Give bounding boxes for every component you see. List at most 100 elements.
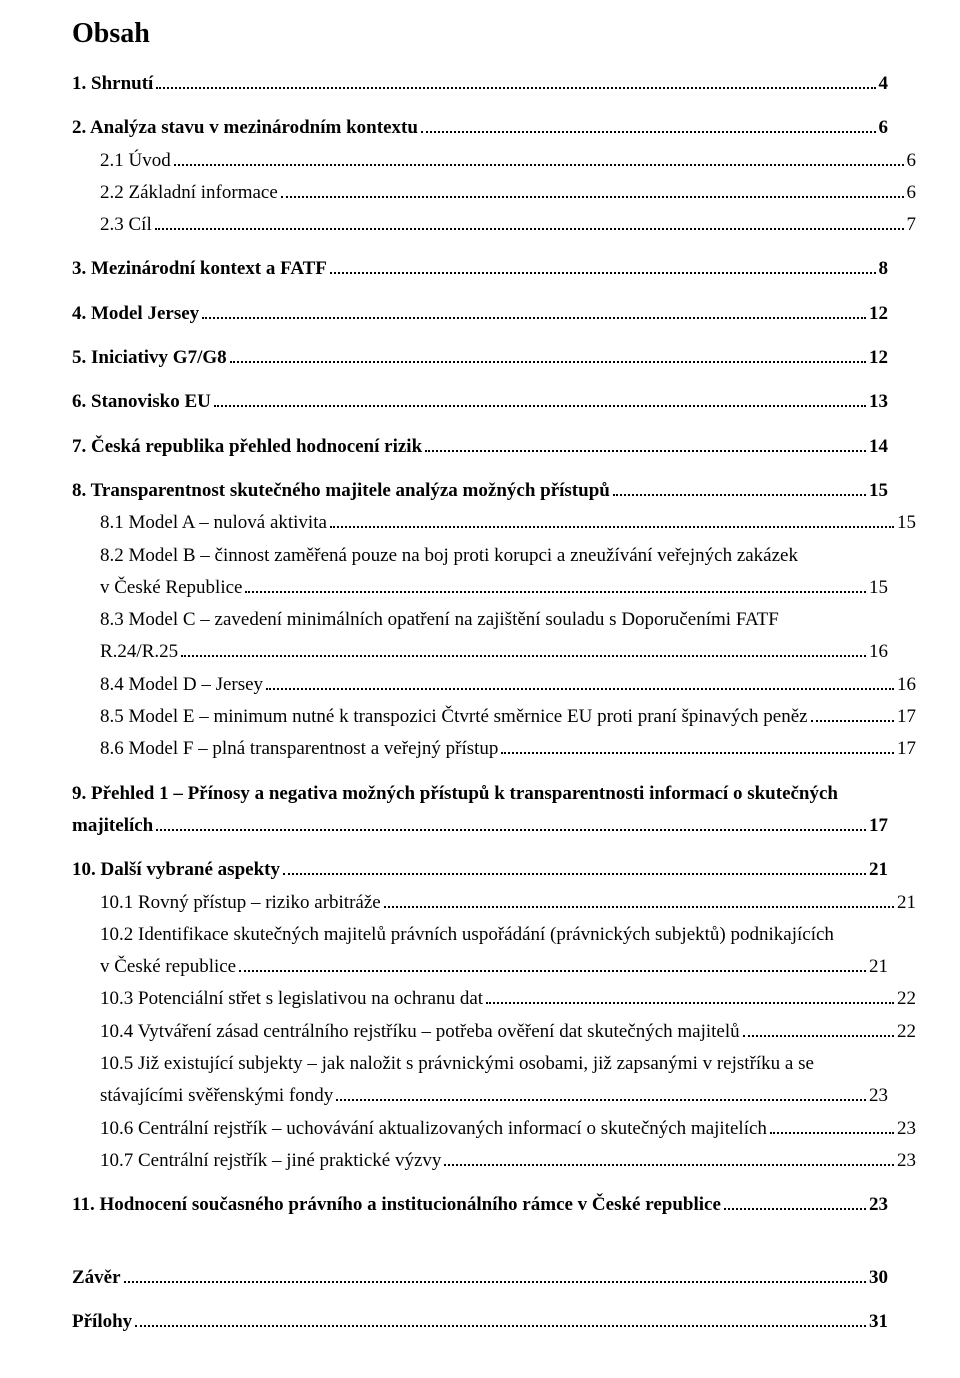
toc-entry[interactable]: 10.5 Již existující subjekty – jak nalož… — [100, 1048, 888, 1113]
toc-leader — [281, 181, 904, 198]
toc-label: majitelích — [72, 810, 153, 842]
toc-leader — [425, 434, 866, 451]
toc-entry[interactable]: Závěr 30 — [72, 1262, 888, 1294]
toc-label: 8.1 Model A – nulová aktivita — [100, 507, 327, 539]
toc-leader — [330, 257, 876, 274]
toc-page-number: 12 — [869, 342, 888, 374]
toc-label: 10.2 Identifikace skutečných majitelů pr… — [100, 919, 888, 951]
toc-list: 1. Shrnutí 4 2. Analýza stavu v mezinárodn… — [72, 68, 888, 1338]
toc-page-number: 6 — [907, 145, 917, 177]
toc-label: 8.5 Model E – minimum nutné k transpozic… — [100, 701, 808, 733]
toc-label: 1. Shrnutí — [72, 68, 153, 100]
toc-entry[interactable]: 2. Analýza stavu v mezinárodním kontextu… — [72, 112, 888, 144]
toc-label: 10.1 Rovný přístup – riziko arbitráže — [100, 887, 381, 919]
toc-entry[interactable]: 10.2 Identifikace skutečných majitelů pr… — [100, 919, 888, 984]
toc-entry[interactable]: 8.5 Model E – minimum nutné k transpozic… — [100, 701, 916, 733]
toc-entry[interactable]: 2.2 Základní informace6 — [100, 177, 916, 209]
toc-entry[interactable]: 3. Mezinárodní kontext a FATF8 — [72, 253, 888, 285]
toc-leader — [156, 814, 866, 831]
toc-label: 2. Analýza stavu v mezinárodním kontextu — [72, 112, 418, 144]
toc-leader — [266, 673, 894, 690]
toc-entry[interactable]: 10.1 Rovný přístup – riziko arbitráže 21 — [100, 887, 916, 919]
toc-leader — [202, 302, 866, 319]
toc-label: 8.6 Model F – plná transparentnost a veř… — [100, 733, 498, 765]
toc-page-number: 15 — [869, 572, 888, 604]
toc-label: 8.2 Model B – činnost zaměřená pouze na … — [100, 540, 888, 572]
toc-page-number: 23 — [869, 1189, 888, 1221]
toc-label: 5. Iniciativy G7/G8 — [72, 342, 227, 374]
toc-entry[interactable]: 8.3 Model C – zavedení minimálních opatř… — [100, 604, 888, 669]
toc-page-number: 23 — [869, 1080, 888, 1112]
toc-leader — [811, 705, 894, 722]
toc-label: R.24/R.25 — [100, 636, 178, 668]
toc-leader — [230, 346, 866, 363]
toc-entry[interactable]: 10.6 Centrální rejstřík – uchovávání akt… — [100, 1113, 916, 1145]
toc-entry[interactable]: 10.4 Vytváření zásad centrálního rejstří… — [100, 1016, 916, 1048]
toc-page-number: 17 — [897, 701, 916, 733]
toc-entry[interactable]: Přílohy 31 — [72, 1306, 888, 1338]
toc-entry[interactable]: 10. Další vybrané aspekty21 — [72, 854, 888, 886]
toc-page-number: 23 — [897, 1145, 916, 1177]
toc-label: v České republice — [100, 951, 236, 983]
toc-page-number: 4 — [879, 68, 889, 100]
toc-entry[interactable]: 6. Stanovisko EU13 — [72, 386, 888, 418]
toc-leader — [613, 479, 866, 496]
toc-page-number: 8 — [879, 253, 889, 285]
toc-leader — [174, 148, 904, 165]
toc-leader — [135, 1310, 866, 1327]
toc-label: 2.3 Cíl — [100, 209, 152, 241]
toc-entry[interactable]: 4. Model Jersey 12 — [72, 298, 888, 330]
toc-leader — [156, 72, 875, 89]
toc-label: Závěr — [72, 1262, 121, 1294]
toc-entry[interactable]: 2.3 Cíl 7 — [100, 209, 916, 241]
toc-label: v České Republice — [100, 572, 242, 604]
toc-entry[interactable]: 1. Shrnutí 4 — [72, 68, 888, 100]
toc-label: 10.6 Centrální rejstřík – uchovávání akt… — [100, 1113, 767, 1145]
toc-label: 10.3 Potenciální střet s legislativou na… — [100, 983, 483, 1015]
toc-page-number: 15 — [897, 507, 916, 539]
toc-entry[interactable]: 8.6 Model F – plná transparentnost a veř… — [100, 733, 916, 765]
toc-leader — [124, 1265, 866, 1282]
toc-leader — [770, 1116, 894, 1133]
toc-leader — [384, 890, 894, 907]
toc-page-number: 12 — [869, 298, 888, 330]
toc-label: 4. Model Jersey — [72, 298, 199, 330]
toc-label: 11. Hodnocení současného právního a inst… — [72, 1189, 721, 1221]
toc-entry[interactable]: 8.2 Model B – činnost zaměřená pouze na … — [100, 540, 888, 605]
toc-entry[interactable]: 10.7 Centrální rejstřík – jiné praktické… — [100, 1145, 916, 1177]
toc-page-number: 22 — [897, 1016, 916, 1048]
toc-page-number: 16 — [897, 669, 916, 701]
toc-label: 10.7 Centrální rejstřík – jiné praktické… — [100, 1145, 441, 1177]
toc-leader — [214, 390, 866, 407]
toc-page-number: 17 — [869, 810, 888, 842]
toc-page-number: 21 — [869, 951, 888, 983]
toc-page-number: 14 — [869, 431, 888, 463]
toc-page-number: 21 — [869, 854, 888, 886]
toc-entry[interactable]: 5. Iniciativy G7/G8 12 — [72, 342, 888, 374]
toc-page-number: 16 — [869, 636, 888, 668]
toc-title: Obsah — [72, 18, 888, 50]
toc-label: 2.2 Základní informace — [100, 177, 278, 209]
toc-entry[interactable]: 11. Hodnocení současného právního a inst… — [72, 1189, 888, 1221]
toc-page-number: 7 — [907, 209, 917, 241]
toc-entry[interactable]: 8.1 Model A – nulová aktivita 15 — [100, 507, 916, 539]
toc-page-number: 31 — [869, 1306, 888, 1338]
toc-leader — [155, 213, 904, 230]
toc-entry[interactable]: 2.1 Úvod6 — [100, 145, 916, 177]
toc-leader — [181, 640, 866, 657]
toc-label: 10.4 Vytváření zásad centrálního rejstří… — [100, 1016, 740, 1048]
page: Obsah 1. Shrnutí 4 2. Analýza stavu v mezi… — [0, 0, 960, 1378]
toc-label: Přílohy — [72, 1306, 132, 1338]
toc-page-number: 30 — [869, 1262, 888, 1294]
toc-entry[interactable]: 10.3 Potenciální střet s legislativou na… — [100, 983, 916, 1015]
toc-page-number: 21 — [897, 887, 916, 919]
toc-entry[interactable]: 8.4 Model D – Jersey16 — [100, 669, 916, 701]
toc-entry[interactable]: 8. Transparentnost skutečného majitele a… — [72, 475, 888, 507]
toc-entry[interactable]: 7. Česká republika přehled hodnocení riz… — [72, 431, 888, 463]
toc-leader — [330, 511, 894, 528]
toc-entry[interactable]: 9. Přehled 1 – Přínosy a negativa možnýc… — [72, 778, 888, 843]
toc-page-number: 6 — [879, 112, 889, 144]
toc-page-number: 15 — [869, 475, 888, 507]
toc-page-number: 22 — [897, 983, 916, 1015]
toc-label: 9. Přehled 1 – Přínosy a negativa možnýc… — [72, 778, 888, 810]
